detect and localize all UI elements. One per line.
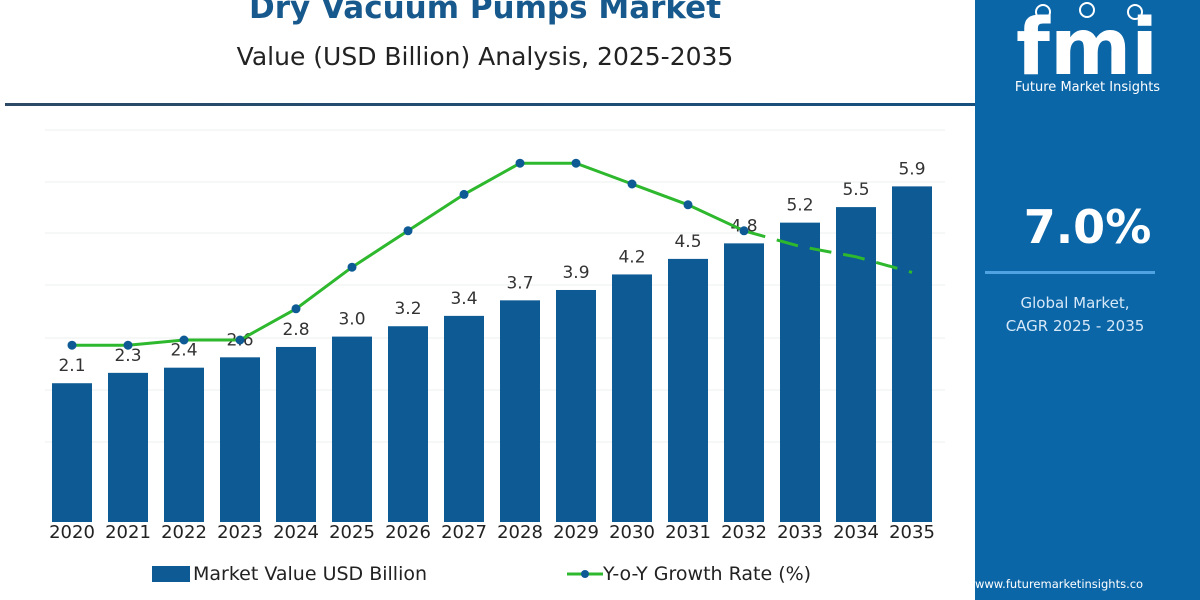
growth-point-2026 xyxy=(403,226,413,236)
legend-item-market-value: Market Value USD Billion xyxy=(152,563,427,585)
data-label-2020: 2.1 xyxy=(58,356,85,376)
x-tick-label-2033: 2033 xyxy=(777,522,823,543)
logo-subtitle: Future Market Insights xyxy=(1014,80,1161,95)
bar-2032 xyxy=(724,243,764,523)
bar-2023 xyxy=(220,357,260,522)
growth-point-2023 xyxy=(235,335,245,345)
legend-label: Y-o-Y Growth Rate (%) xyxy=(603,563,812,585)
bar-2022 xyxy=(164,367,204,522)
growth-point-2021 xyxy=(123,340,133,350)
x-tick-label-2026: 2026 xyxy=(385,522,431,543)
brand-panel: fmi Future Market Insights 7.0% Global M… xyxy=(975,0,1200,600)
x-tick-label-2029: 2029 xyxy=(553,522,599,543)
cagr-label-line-1: Global Market, xyxy=(1020,294,1130,312)
growth-point-2028 xyxy=(515,158,525,168)
data-label-2028: 3.7 xyxy=(506,273,533,293)
growth-line-dashed xyxy=(743,229,913,274)
bar-2028 xyxy=(500,300,540,522)
cagr-value: 7.0% xyxy=(1023,200,1152,254)
bar-2026 xyxy=(388,326,428,522)
fmi-logo: fmi Future Market Insights xyxy=(975,0,1200,105)
bar-2034 xyxy=(836,207,876,522)
bar-2020 xyxy=(52,383,92,522)
data-label-2035: 5.9 xyxy=(898,159,925,179)
bar-2025 xyxy=(332,336,372,522)
chart-subtitle: Value (USD Billion) Analysis, 2025-2035 xyxy=(236,42,734,71)
cagr-divider xyxy=(985,271,1155,274)
data-label-2024: 2.8 xyxy=(282,320,309,340)
growth-point-2022 xyxy=(179,335,189,345)
growth-point-2032 xyxy=(739,226,749,236)
data-label-2034: 5.5 xyxy=(842,180,869,200)
x-tick-label-2021: 2021 xyxy=(105,522,151,543)
legend-label: Market Value USD Billion xyxy=(193,563,428,585)
data-label-2025: 3.0 xyxy=(338,310,365,330)
growth-point-2031 xyxy=(683,200,693,210)
x-tick-label-2030: 2030 xyxy=(609,522,655,543)
data-label-2033: 5.2 xyxy=(786,196,813,216)
bar-2021 xyxy=(108,372,148,522)
legend-line-swatch xyxy=(567,570,603,578)
x-tick-label-2024: 2024 xyxy=(273,522,319,543)
data-label-2026: 3.2 xyxy=(394,299,421,319)
growth-point-2020 xyxy=(67,340,77,350)
bar-2024 xyxy=(276,346,316,522)
website-link[interactable]: www.futuremarketinsights.co xyxy=(975,577,1144,591)
x-tick-label-2031: 2031 xyxy=(665,522,711,543)
bar-2033 xyxy=(780,222,820,522)
x-tick-label-2028: 2028 xyxy=(497,522,543,543)
data-label-2022: 2.4 xyxy=(170,341,197,361)
x-tick-label-2035: 2035 xyxy=(889,522,935,543)
growth-point-2029 xyxy=(571,158,581,168)
fmi-logo-mark: fmi xyxy=(1016,2,1158,93)
bar-2031 xyxy=(668,258,708,522)
growth-point-2027 xyxy=(459,189,469,199)
growth-point-2024 xyxy=(291,304,301,314)
x-tick-label-2034: 2034 xyxy=(833,522,879,543)
growth-point-2025 xyxy=(347,262,357,272)
x-tick-label-2032: 2032 xyxy=(721,522,767,543)
x-tick-label-2022: 2022 xyxy=(161,522,207,543)
x-tick-label-2027: 2027 xyxy=(441,522,487,543)
bar-2027 xyxy=(444,315,484,522)
header-divider xyxy=(5,103,975,106)
data-label-2030: 4.2 xyxy=(618,247,645,267)
bar-2030 xyxy=(612,274,652,522)
growth-point-2030 xyxy=(627,179,637,189)
chart-title: Dry Vacuum Pumps Market xyxy=(248,0,722,26)
legend-bar-swatch xyxy=(152,566,190,582)
cagr-label: Global Market, CAGR 2025 - 2035 xyxy=(975,292,1175,338)
data-label-2021: 2.3 xyxy=(114,346,141,366)
bar-2035 xyxy=(892,186,932,522)
x-tick-label-2025: 2025 xyxy=(329,522,375,543)
data-label-2027: 3.4 xyxy=(450,289,477,309)
data-label-2029: 3.9 xyxy=(562,263,589,283)
x-tick-label-2020: 2020 xyxy=(49,522,95,543)
bar-2029 xyxy=(556,289,596,522)
x-tick-label-2023: 2023 xyxy=(217,522,263,543)
legend-item-growth-rate: Y-o-Y Growth Rate (%) xyxy=(567,563,811,585)
chart-plot: 2.120202.320212.420222.620232.820243.020… xyxy=(45,129,945,543)
data-label-2031: 4.5 xyxy=(674,232,701,252)
cagr-label-line-2: CAGR 2025 - 2035 xyxy=(1005,317,1145,335)
